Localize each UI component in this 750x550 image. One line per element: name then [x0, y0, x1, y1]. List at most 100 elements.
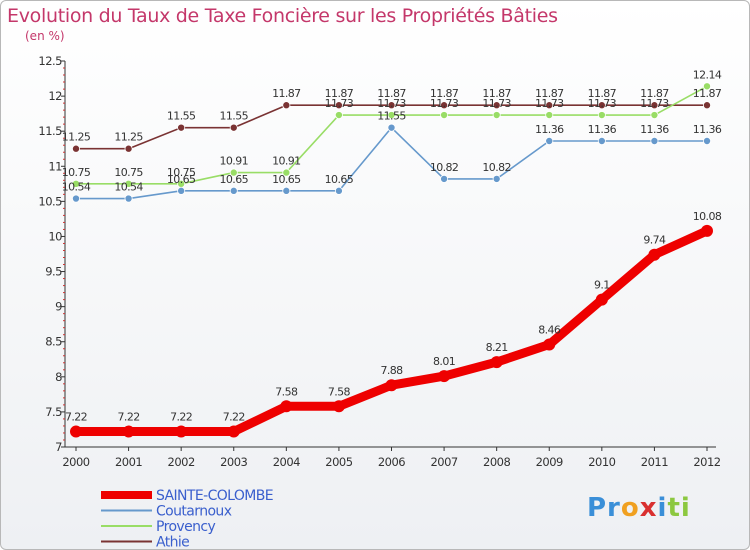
y-tick-label: 8	[55, 370, 62, 384]
data-point-coutarnoux	[597, 137, 606, 146]
series-line-sainte-colombe	[71, 226, 712, 437]
data-label-provency: 10.75	[167, 166, 196, 179]
data-label-provency: 10.75	[62, 166, 91, 179]
legend-label-provency: Provency	[156, 519, 215, 535]
y-tick-label: 10	[48, 229, 62, 243]
data-point-coutarnoux	[703, 137, 712, 146]
logo-part: i	[657, 493, 668, 523]
data-label-provency: 11.73	[482, 97, 511, 110]
data-label-provency: 10.91	[220, 155, 249, 168]
data-label-sainte-colombe: 8.01	[433, 355, 455, 368]
data-point-provency	[545, 111, 554, 120]
x-tick-label: 2005	[325, 455, 352, 469]
x-tick-label: 2003	[220, 455, 247, 469]
data-point-coutarnoux	[440, 174, 449, 183]
data-label-coutarnoux: 11.36	[640, 123, 669, 136]
data-point-sainte-colombe	[438, 370, 451, 383]
data-label-coutarnoux: 11.36	[693, 123, 722, 136]
data-label-coutarnoux: 10.54	[62, 181, 91, 194]
x-tick-label: 2004	[273, 455, 300, 469]
data-label-provency: 12.14	[693, 68, 722, 81]
x-tick-label: 2009	[536, 455, 563, 469]
data-label-athie: 11.25	[114, 131, 143, 144]
x-tick-label: 2011	[641, 455, 668, 469]
data-label-sainte-colombe: 7.58	[275, 385, 298, 398]
data-label-athie: 11.25	[62, 131, 91, 144]
data-label-provency: 11.73	[535, 97, 564, 110]
data-point-sainte-colombe	[385, 379, 398, 392]
data-label-sainte-colombe: 7.58	[328, 385, 351, 398]
data-label-coutarnoux: 10.82	[430, 161, 459, 174]
data-point-athie	[229, 123, 238, 132]
data-point-provency	[334, 111, 343, 120]
data-point-provency	[703, 82, 712, 91]
data-label-provency: 11.73	[640, 97, 669, 110]
data-label-athie: 11.87	[325, 87, 354, 100]
data-point-coutarnoux	[177, 186, 186, 195]
data-point-coutarnoux	[72, 194, 81, 203]
y-axis-unit-label: (en %)	[25, 29, 65, 43]
data-label-athie: 11.87	[693, 87, 722, 100]
data-point-provency	[387, 111, 396, 120]
data-label-coutarnoux: 10.65	[272, 173, 301, 186]
data-point-provency	[650, 111, 659, 120]
legend-label-sainte-colombe: SAINTE-COLOMBE	[156, 488, 273, 504]
data-point-sainte-colombe	[648, 248, 661, 261]
legend-label-athie: Athie	[156, 535, 189, 550]
y-tick-label: 10.5	[38, 194, 62, 208]
data-point-coutarnoux	[545, 137, 554, 146]
data-point-sainte-colombe	[280, 400, 293, 413]
data-point-athie	[703, 101, 712, 110]
y-tick-label: 9	[55, 300, 62, 314]
y-tick-label: 8.5	[45, 335, 62, 349]
series-line-coutarnoux	[75, 126, 708, 200]
data-label-coutarnoux: 10.54	[114, 181, 143, 194]
data-point-athie	[334, 101, 343, 110]
y-tick-label: 12.5	[38, 54, 62, 68]
data-point-coutarnoux	[650, 137, 659, 146]
data-label-sainte-colombe: 7.88	[380, 364, 403, 377]
data-point-athie	[492, 101, 501, 110]
data-point-provency	[440, 111, 449, 120]
data-point-sainte-colombe	[595, 293, 608, 306]
y-tick-label: 11	[48, 159, 62, 173]
logo-part: x	[639, 493, 658, 523]
data-point-sainte-colombe	[490, 356, 503, 369]
logo-part: o	[620, 493, 640, 523]
data-label-athie: 11.87	[640, 87, 669, 100]
data-label-provency: 11.73	[430, 97, 459, 110]
data-label-athie: 11.87	[377, 87, 406, 100]
x-tick-label: 2008	[483, 455, 510, 469]
data-label-provency: 11.73	[325, 97, 354, 110]
data-label-athie: 11.55	[220, 110, 249, 123]
data-label-coutarnoux: 11.36	[588, 123, 617, 136]
data-point-provency	[229, 168, 238, 177]
data-point-coutarnoux	[492, 174, 501, 183]
data-label-sainte-colombe: 9.1	[594, 279, 610, 292]
data-point-sainte-colombe	[227, 425, 240, 438]
data-label-coutarnoux: 10.65	[220, 173, 249, 186]
data-point-sainte-colombe	[70, 425, 82, 438]
data-label-coutarnoux: 10.82	[482, 161, 511, 174]
data-label-sainte-colombe: 7.22	[170, 411, 192, 424]
data-point-athie	[177, 123, 186, 132]
chart-title: Evolution du Taux de Taxe Foncière sur l…	[7, 5, 558, 27]
data-label-athie: 11.87	[430, 87, 459, 100]
data-point-sainte-colombe	[543, 338, 556, 351]
data-point-athie	[387, 101, 396, 110]
data-point-coutarnoux	[124, 194, 133, 203]
data-point-provency	[597, 111, 606, 120]
data-point-athie	[72, 144, 81, 153]
x-tick-label: 2002	[168, 455, 195, 469]
x-tick-label: 2006	[378, 455, 405, 469]
data-label-sainte-colombe: 7.22	[118, 411, 140, 424]
data-point-athie	[440, 101, 449, 110]
data-label-coutarnoux: 10.65	[167, 173, 196, 186]
y-tick-label: 7.5	[45, 405, 62, 419]
data-point-sainte-colombe	[332, 400, 345, 413]
logo-part: Pr	[587, 493, 621, 523]
data-label-sainte-colombe: 9.74	[643, 234, 666, 247]
